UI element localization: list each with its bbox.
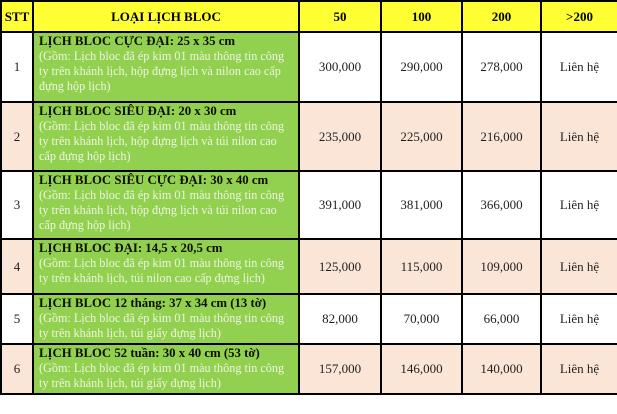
price-50-cell: 391,000	[298, 170, 382, 240]
product-description: (Gồm: Lịch bloc đã ép kim 01 màu thông t…	[39, 311, 285, 341]
price-200-cell: 66,000	[461, 292, 542, 346]
column-header-type: LOẠI LỊCH BLOC	[32, 0, 300, 33]
product-title: LỊCH BLOC SIÊU CỰC ĐẠI: 30 x 40 cm	[39, 173, 269, 187]
column-header-qty-50: 50	[298, 0, 382, 33]
table-row: 2 LỊCH BLOC SIÊU ĐẠI: 20 x 30 cm (Gồm: L…	[0, 101, 617, 172]
product-cell: LỊCH BLOC 52 tuần: 30 x 40 cm (53 tờ) (G…	[32, 343, 300, 396]
product-description: (Gồm: Lịch bloc đã ép kim 01 màu thông t…	[39, 256, 285, 286]
product-cell: LỊCH BLOC SIÊU ĐẠI: 20 x 30 cm (Gồm: Lịc…	[32, 101, 300, 172]
product-title: LỊCH BLOC 52 tuần: 30 x 40 cm (53 tờ)	[39, 346, 260, 361]
stt-cell: 6	[0, 343, 34, 396]
table-row: 3 LỊCH BLOC SIÊU CỰC ĐẠI: 30 x 40 cm (Gồ…	[0, 170, 617, 240]
stt-cell: 5	[0, 292, 34, 346]
price-50-cell: 125,000	[298, 238, 382, 295]
product-description: (Gồm: Lịch bloc đã ép kim 01 màu thông t…	[39, 119, 285, 164]
table-row: 5 LỊCH BLOC 12 tháng: 37 x 34 cm (13 tờ)…	[0, 292, 617, 346]
stt-cell: 2	[0, 101, 34, 172]
product-cell: LỊCH BLOC ĐẠI: 14,5 x 20,5 cm (Gồm: Lịch…	[32, 238, 300, 295]
price-100-cell: 70,000	[380, 292, 463, 346]
price-100-cell: 146,000	[380, 343, 463, 396]
product-cell: LỊCH BLOC SIÊU CỰC ĐẠI: 30 x 40 cm (Gồm:…	[32, 170, 300, 240]
price-50-cell: 235,000	[298, 101, 382, 172]
stt-cell: 3	[0, 170, 34, 240]
price-100-cell: 225,000	[380, 101, 463, 172]
stt-cell: 1	[0, 31, 34, 103]
column-header-qty-gt200: >200	[540, 0, 617, 33]
price-50-cell: 82,000	[298, 292, 382, 346]
table-row: 6 LỊCH BLOC 52 tuần: 30 x 40 cm (53 tờ) …	[0, 343, 617, 396]
price-200-cell: 140,000	[461, 343, 542, 396]
price-50-cell: 157,000	[298, 343, 382, 396]
product-cell: LỊCH BLOC CỰC ĐẠI: 25 x 35 cm (Gồm: Lịch…	[32, 31, 300, 103]
price-200-cell: 278,000	[461, 31, 542, 103]
contact-cell: Liên hệ	[540, 292, 617, 346]
contact-cell: Liên hệ	[540, 238, 617, 295]
product-title: LỊCH BLOC ĐẠI: 14,5 x 20,5 cm	[39, 241, 223, 255]
contact-cell: Liên hệ	[540, 343, 617, 396]
product-title: LỊCH BLOC 12 tháng: 37 x 34 cm (13 tờ)	[39, 296, 267, 310]
price-50-cell: 300,000	[298, 31, 382, 103]
table-row: 1 LỊCH BLOC CỰC ĐẠI: 25 x 35 cm (Gồm: Lị…	[0, 31, 617, 103]
column-header-qty-200: 200	[461, 0, 542, 33]
header-row: STT LOẠI LỊCH BLOC 50 100 200 >200	[0, 0, 617, 33]
contact-cell: Liên hệ	[540, 170, 617, 240]
column-header-qty-100: 100	[380, 0, 463, 33]
price-200-cell: 109,000	[461, 238, 542, 295]
column-header-stt: STT	[0, 0, 34, 33]
product-description: (Gồm: Lịch bloc đã ép kim 01 màu thông t…	[39, 49, 285, 94]
product-description: (Gồm: Lịch bloc đã ép kim 01 màu thông t…	[39, 188, 285, 233]
price-100-cell: 290,000	[380, 31, 463, 103]
price-200-cell: 366,000	[461, 170, 542, 240]
price-table: STT LOẠI LỊCH BLOC 50 100 200 >200 1 LỊC…	[0, 0, 617, 396]
product-cell: LỊCH BLOC 12 tháng: 37 x 34 cm (13 tờ) (…	[32, 292, 300, 346]
product-description: (Gồm: Lịch bloc đã ép kim 01 màu thông t…	[39, 361, 285, 391]
price-200-cell: 216,000	[461, 101, 542, 172]
stt-cell: 4	[0, 238, 34, 295]
price-100-cell: 115,000	[380, 238, 463, 295]
table-row: 4 LỊCH BLOC ĐẠI: 14,5 x 20,5 cm (Gồm: Lị…	[0, 238, 617, 295]
product-title: LỊCH BLOC SIÊU ĐẠI: 20 x 30 cm	[39, 104, 237, 118]
contact-cell: Liên hệ	[540, 101, 617, 172]
contact-cell: Liên hệ	[540, 31, 617, 103]
price-100-cell: 381,000	[380, 170, 463, 240]
product-title: LỊCH BLOC CỰC ĐẠI: 25 x 35 cm	[39, 34, 236, 48]
